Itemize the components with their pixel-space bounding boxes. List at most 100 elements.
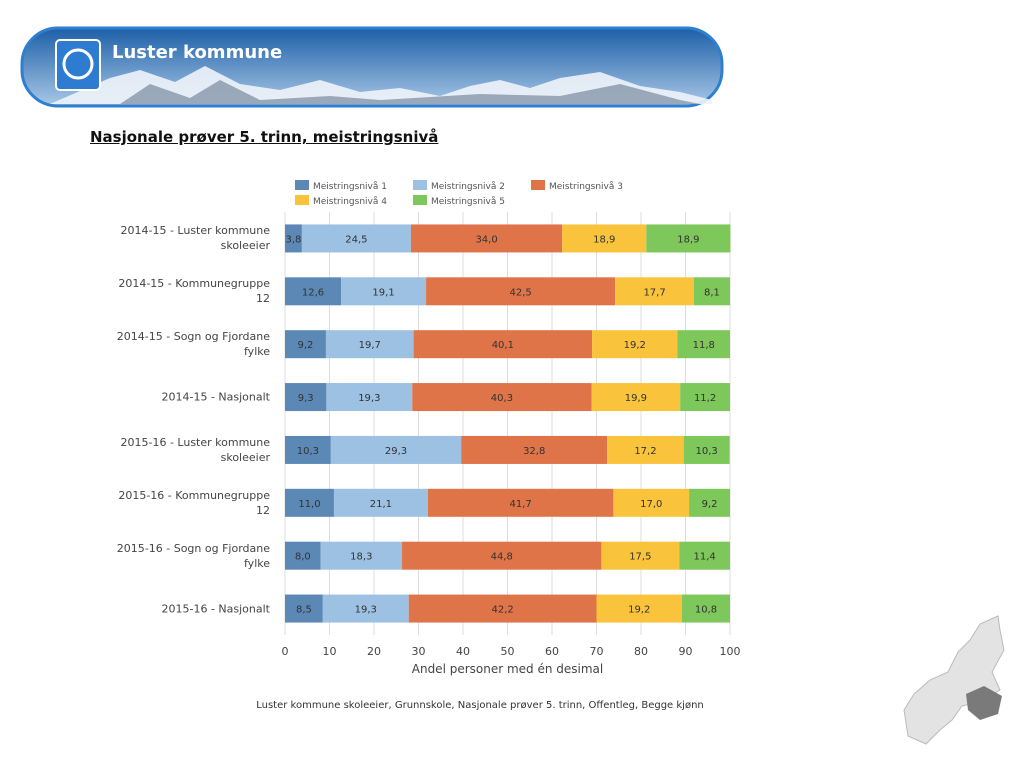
- legend-label: Meistringsnivå 4: [313, 196, 387, 207]
- bar-segment: [683, 435, 730, 464]
- x-axis-label: Andel personer med én desimal: [412, 662, 604, 676]
- bar-segment: [322, 594, 409, 623]
- x-tick-label: 80: [634, 645, 648, 658]
- bar-segment: [285, 224, 302, 253]
- x-tick-label: 20: [367, 645, 381, 658]
- y-tick-label: 2015-16 - Luster kommune skoleeier: [120, 435, 270, 464]
- legend-swatch: [295, 180, 309, 190]
- value-label: 21,1: [370, 499, 392, 510]
- value-label: 29,3: [385, 446, 407, 457]
- bar-segment: [426, 277, 616, 306]
- legend-label: Meistringsnivå 5: [431, 196, 505, 207]
- banner-title: Luster kommune: [112, 42, 282, 63]
- x-tick-label: 40: [456, 645, 470, 658]
- value-label: 8,0: [295, 552, 311, 563]
- legend-label: Meistringsnivå 1: [313, 181, 387, 192]
- legend-swatch: [531, 180, 545, 190]
- value-label: 11,4: [694, 552, 716, 563]
- value-label: 17,2: [634, 446, 656, 457]
- x-tick-label: 90: [679, 645, 693, 658]
- bar-segment: [333, 488, 428, 517]
- value-label: 18,3: [350, 552, 372, 563]
- bar-segment: [408, 594, 597, 623]
- value-label: 40,3: [491, 393, 513, 404]
- y-tick-label: 2014-15 - Kommunegruppe 12: [118, 277, 270, 306]
- value-label: 19,9: [625, 393, 647, 404]
- bar-segment: [285, 594, 323, 623]
- value-label: 19,3: [355, 605, 377, 616]
- bar-segment: [591, 383, 681, 412]
- bar-segment: [410, 224, 563, 253]
- value-label: 11,2: [694, 393, 716, 404]
- caption: Luster kommune skoleeier, Grunnskole, Na…: [256, 700, 704, 711]
- bar-segment: [320, 541, 403, 570]
- legend-swatch: [413, 195, 427, 205]
- legend-label: Meistringsnivå 3: [549, 181, 623, 192]
- value-label: 11,0: [298, 499, 320, 510]
- bar-segment: [285, 383, 327, 412]
- bar-segment: [412, 383, 592, 412]
- x-tick-label: 100: [720, 645, 741, 658]
- bar-segment: [592, 330, 678, 359]
- value-label: 17,5: [629, 552, 651, 563]
- value-label: 8,1: [704, 287, 720, 298]
- logo-mark: [62, 48, 94, 80]
- bar-segment: [326, 383, 413, 412]
- value-label: 19,7: [359, 340, 381, 351]
- value-label: 44,8: [491, 552, 513, 563]
- value-label: 9,2: [298, 340, 314, 351]
- map-country: [903, 615, 1005, 745]
- map: [903, 615, 1005, 745]
- bar-segment: [413, 330, 593, 359]
- bar-segment: [402, 541, 602, 570]
- value-label: 12,6: [302, 287, 324, 298]
- value-label: 19,1: [372, 287, 394, 298]
- bar-segment: [646, 224, 731, 253]
- y-tick-label: 2014-15 - Luster kommune skoleeier: [120, 224, 270, 253]
- bar-segment: [681, 594, 730, 623]
- y-tick-label: 2015-16 - Nasjonalt: [161, 602, 271, 616]
- y-tick-label: 2015-16 - Sogn og Fjordane fylke: [116, 541, 270, 570]
- value-label: 10,3: [297, 446, 319, 457]
- map-region: [966, 686, 1002, 720]
- chart-title: Nasjonale prøver 5. trinn, meistringsniv…: [90, 128, 439, 146]
- value-label: 19,3: [358, 393, 380, 404]
- bar-segment: [615, 277, 694, 306]
- value-label: 3,8: [286, 234, 302, 245]
- value-label: 17,7: [643, 287, 665, 298]
- value-label: 32,8: [523, 446, 545, 457]
- value-label: 8,5: [296, 605, 312, 616]
- value-label: 18,9: [677, 234, 699, 245]
- value-label: 40,1: [492, 340, 514, 351]
- value-label: 42,2: [491, 605, 513, 616]
- chart: 0 10 20 30 40 50 60 70 80 90 100 Andel personer med…: [282, 180, 741, 676]
- x-tick-label: 10: [323, 645, 337, 658]
- value-label: 42,5: [509, 287, 531, 298]
- value-label: 9,3: [298, 393, 314, 404]
- logo: [55, 39, 101, 91]
- value-label: 9,2: [702, 499, 718, 510]
- bar-segment: [680, 383, 730, 412]
- bar-segment: [325, 330, 414, 359]
- bar-segment: [601, 541, 680, 570]
- value-label: 10,3: [696, 446, 718, 457]
- bar-segment: [285, 541, 321, 570]
- bar-segment: [607, 435, 684, 464]
- value-label: 11,8: [693, 340, 715, 351]
- legend-label: Meistringsnivå 2: [431, 181, 505, 192]
- value-label: 19,2: [624, 340, 646, 351]
- value-label: 17,0: [640, 499, 662, 510]
- mountain-shadow: [120, 80, 700, 104]
- bar-segment: [285, 330, 326, 359]
- bar-segment: [596, 594, 682, 623]
- bar-segment: [285, 488, 334, 517]
- bar-segment: [677, 330, 730, 359]
- bar-segment: [679, 541, 730, 570]
- x-tick-label: 60: [545, 645, 559, 658]
- x-tick-label: 70: [590, 645, 604, 658]
- value-label: 24,5: [345, 234, 367, 245]
- x-tick-label: 50: [501, 645, 515, 658]
- bar-segment: [285, 435, 331, 464]
- value-label: 34,0: [475, 234, 497, 245]
- y-tick-label: 2014-15 - Nasjonalt: [161, 390, 271, 404]
